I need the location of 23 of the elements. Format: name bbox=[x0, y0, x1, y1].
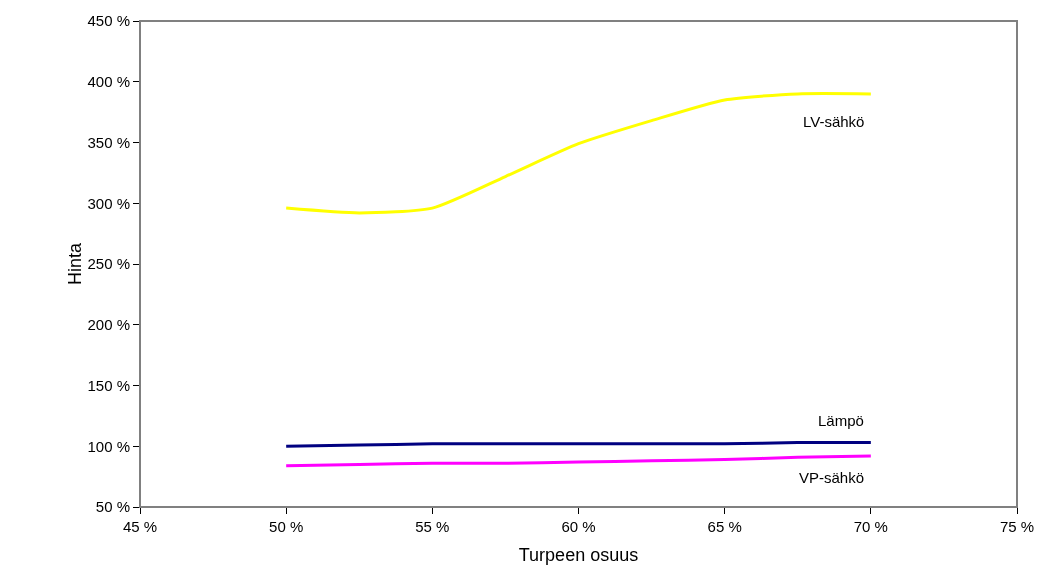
y-tick-label: 150 % bbox=[87, 376, 130, 394]
y-tick-label: 400 % bbox=[87, 73, 130, 90]
x-tick-label: 70 % bbox=[853, 518, 888, 535]
series-label: LV-sähkö bbox=[803, 113, 865, 130]
y-tick-label: 50 % bbox=[95, 498, 130, 516]
x-tick-label: 50 % bbox=[269, 518, 304, 535]
x-tick-label: 45 % bbox=[122, 518, 158, 535]
series-label: VP-sähkö bbox=[799, 469, 865, 486]
line-series bbox=[284, 454, 873, 468]
x-tick-label: 55 % bbox=[415, 518, 450, 535]
x-tick-label: 65 % bbox=[707, 518, 742, 535]
y-tick-label: 250 % bbox=[87, 255, 130, 273]
line-series bbox=[284, 92, 873, 215]
x-tick-label: 75 % bbox=[999, 518, 1035, 535]
y-tick-label: 300 % bbox=[87, 194, 130, 212]
y-axis-title: Hinta bbox=[65, 242, 86, 286]
x-axis-title: Turpeen osuus bbox=[518, 545, 639, 565]
y-tick-label: 450 % bbox=[87, 12, 130, 30]
y-tick-label: 200 % bbox=[87, 316, 130, 333]
series-label: Lämpö bbox=[818, 412, 864, 429]
y-tick-label: 350 % bbox=[87, 133, 130, 151]
x-tick-label: 60 % bbox=[561, 518, 596, 535]
y-tick-label: 100 % bbox=[87, 437, 130, 455]
